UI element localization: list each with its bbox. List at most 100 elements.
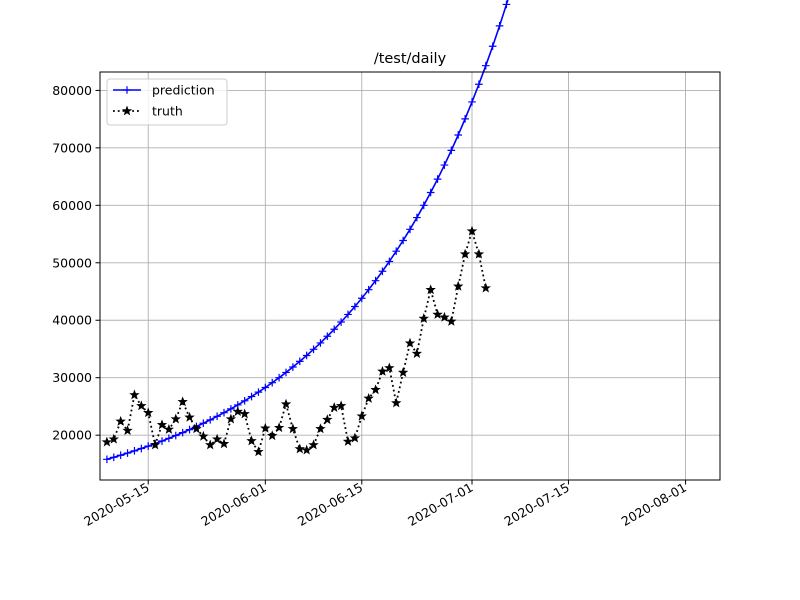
data-point [459, 248, 471, 259]
chart-title: /test/daily [374, 51, 447, 67]
data-point [301, 444, 312, 455]
data-point [308, 439, 319, 450]
data-point [323, 332, 332, 341]
data-point [466, 225, 478, 236]
series-prediction [103, 0, 511, 464]
data-point [488, 42, 497, 51]
data-point [227, 405, 235, 413]
data-point [261, 383, 270, 392]
data-point [220, 408, 228, 417]
data-point [335, 400, 347, 411]
data-point [418, 313, 429, 323]
data-point [468, 98, 476, 106]
data-point [239, 408, 250, 419]
data-point [364, 285, 373, 294]
data-point [322, 414, 333, 425]
data-point [302, 351, 311, 360]
data-point [191, 423, 202, 434]
series-layer [101, 0, 511, 464]
data-point [480, 282, 491, 293]
data-point [473, 248, 485, 259]
y-tick-label: 20000 [52, 428, 92, 443]
legend-entries: prediction truth [113, 83, 215, 119]
data-point [103, 455, 111, 464]
data-point [295, 357, 304, 366]
data-point [198, 430, 209, 441]
plot-frame [99, 71, 721, 481]
data-point [363, 392, 374, 403]
data-point [144, 442, 153, 450]
data-point [280, 398, 292, 409]
data-point [109, 453, 118, 462]
data-point [273, 422, 285, 433]
data-point [461, 115, 469, 123]
legend: prediction truth [106, 78, 228, 126]
data-point [432, 309, 443, 319]
data-point [392, 247, 401, 256]
data-point [177, 396, 188, 407]
y-tick-label: 60000 [52, 198, 92, 213]
data-point [439, 311, 450, 322]
data-point [294, 443, 305, 454]
data-point [260, 422, 271, 433]
data-point [419, 201, 428, 210]
data-point [108, 433, 119, 444]
data-point [453, 280, 464, 291]
data-point [171, 431, 180, 440]
plot-area [100, 72, 720, 480]
data-point [397, 367, 409, 377]
data-point [156, 419, 168, 430]
legend-label: prediction [152, 83, 215, 98]
data-point [351, 302, 359, 311]
data-point [426, 188, 435, 197]
y-tick-label: 70000 [52, 140, 92, 155]
data-point [447, 146, 456, 155]
data-point [247, 392, 256, 401]
y-tick-label: 80000 [52, 83, 92, 98]
data-point [370, 384, 381, 395]
data-point [495, 22, 504, 30]
data-point [411, 348, 423, 358]
data-point [349, 432, 361, 443]
data-point [342, 436, 354, 446]
y-tick-label: 30000 [52, 370, 92, 385]
legend-entry-prediction: prediction [113, 83, 215, 98]
data-point [206, 416, 215, 424]
data-point [240, 397, 249, 405]
data-point [344, 310, 352, 319]
data-point [137, 444, 146, 453]
data-point [337, 318, 345, 326]
data-point [481, 61, 490, 70]
data-point [211, 433, 223, 444]
data-point [316, 339, 325, 347]
data-point [184, 411, 195, 422]
data-point [115, 415, 126, 426]
data-point [378, 267, 387, 276]
data-point [122, 425, 133, 435]
data-point [454, 131, 463, 139]
data-point [267, 430, 278, 441]
data-point [289, 363, 297, 371]
data-point [356, 410, 367, 421]
data-point [213, 412, 221, 421]
data-point [330, 325, 339, 334]
data-point [440, 161, 449, 169]
data-point [371, 276, 380, 285]
data-point [185, 425, 194, 434]
data-point [502, 0, 511, 9]
data-point [205, 439, 216, 450]
data-point [254, 388, 263, 396]
data-point [425, 284, 436, 295]
data-point [413, 213, 421, 222]
data-point [404, 337, 416, 348]
data-point [329, 402, 340, 413]
y-tick-label: 40000 [52, 313, 92, 328]
data-point [130, 447, 139, 455]
data-point [384, 362, 395, 373]
data-point [199, 419, 208, 428]
data-point [158, 437, 166, 445]
data-point [287, 423, 299, 434]
data-point [232, 406, 243, 417]
data-point [399, 236, 407, 245]
legend-marker [121, 105, 133, 116]
